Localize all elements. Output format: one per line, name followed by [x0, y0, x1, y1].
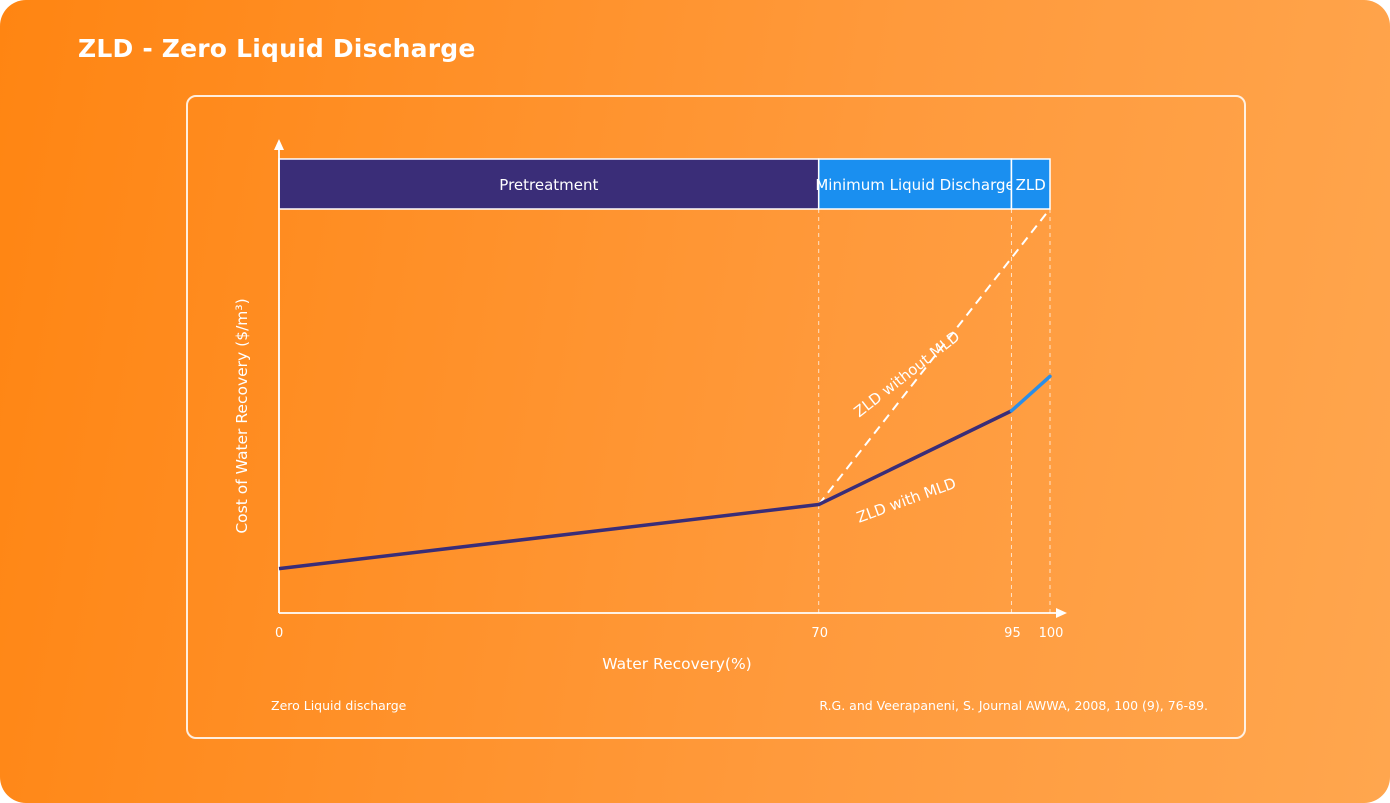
stage-band-pretreatment — [278, 158, 820, 210]
page-title: ZLD - Zero Liquid Discharge — [78, 34, 476, 63]
stage-label-zld: ZLD — [1016, 176, 1046, 194]
x-tick-label-70: 70 — [811, 626, 828, 641]
series-line-zld-with-mld — [278, 409, 1013, 571]
series-label-zld-with-mld: ZLD with MLD — [854, 474, 958, 527]
stage-label-minimum-liquid-discharge: Minimum Liquid Discharge — [815, 176, 1014, 194]
source-citation: R.G. and Veerapaneni, S. Journal AWWA, 2… — [819, 698, 1208, 713]
x-tick-label-0: 0 — [275, 626, 283, 641]
series-line-zld-without-mld — [817, 208, 1051, 506]
series-label-zld-without-mld: ZLD without MLD — [851, 327, 964, 421]
series-line-zld-with-mld-zld-segment — [1009, 374, 1052, 413]
x-axis-arrow — [1056, 608, 1067, 618]
stage-label-pretreatment: Pretreatment — [499, 176, 598, 194]
x-tick-label-95: 95 — [1004, 626, 1021, 641]
y-axis-arrow — [274, 139, 284, 150]
chart-frame — [186, 95, 1246, 739]
stage-band-minimum-liquid-discharge — [817, 158, 1013, 210]
chart-caption: Zero Liquid discharge — [271, 698, 407, 713]
y-axis-title: Cost of Water Recovery ($/m³) — [233, 298, 251, 533]
stage-band-zld — [1010, 158, 1051, 210]
x-tick-label-100: 100 — [1039, 626, 1064, 641]
x-axis-title: Water Recovery(%) — [602, 655, 751, 673]
